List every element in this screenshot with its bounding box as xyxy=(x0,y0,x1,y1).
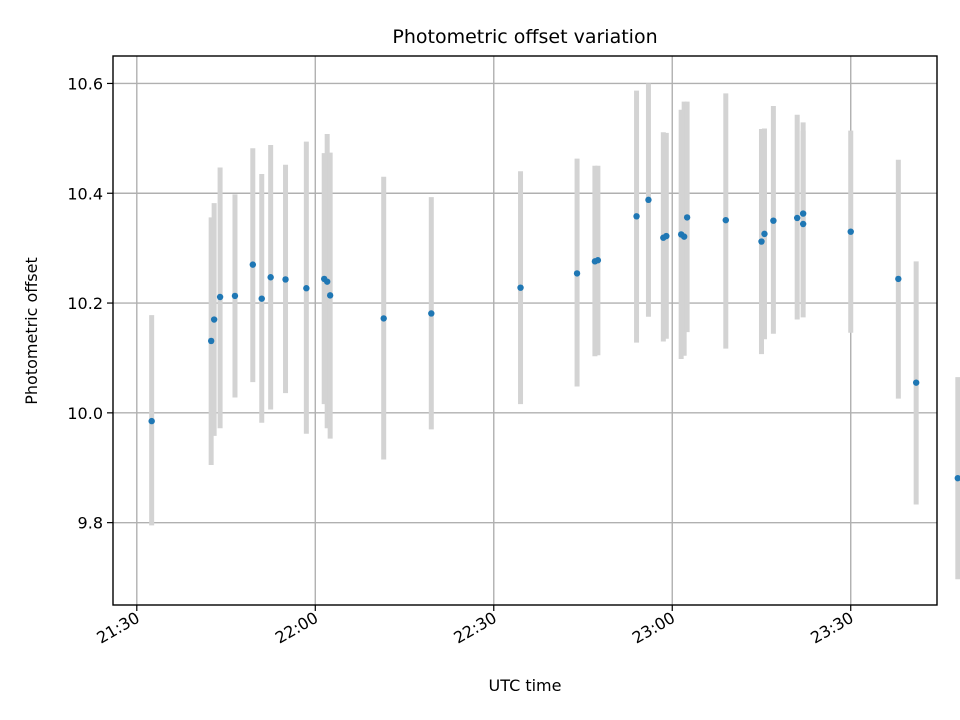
error-bars xyxy=(149,83,960,580)
data-point xyxy=(633,213,640,220)
data-point xyxy=(594,257,602,264)
data-point xyxy=(428,310,435,317)
data-point xyxy=(895,275,902,283)
data-point xyxy=(912,379,920,386)
data-point xyxy=(770,217,777,224)
y-tick-label: 10.2 xyxy=(67,294,103,313)
x-tick-label: 23:30 xyxy=(807,608,856,648)
data-point xyxy=(680,233,688,240)
plot-frame xyxy=(112,55,938,606)
y-axis-label: Photometric offset xyxy=(22,257,41,405)
data-point xyxy=(216,293,224,301)
x-tick-label: 23:00 xyxy=(629,608,678,648)
y-tick-label: 10.0 xyxy=(67,404,103,423)
data-point xyxy=(793,214,801,222)
data-point xyxy=(663,232,670,240)
x-tick-label: 22:30 xyxy=(450,608,499,648)
data-point xyxy=(326,292,334,299)
data-point xyxy=(954,474,960,482)
data-point xyxy=(249,261,257,268)
data-point xyxy=(645,196,652,204)
data-point xyxy=(303,285,310,292)
data-point xyxy=(799,220,807,228)
data-point xyxy=(847,228,854,235)
y-tick-label: 10.6 xyxy=(67,74,103,93)
x-axis-label: UTC time xyxy=(489,676,562,695)
data-point xyxy=(282,276,289,283)
data-point xyxy=(148,417,155,425)
axis-ticks: 21:3022:0022:3023:0023:3000:0000:3001:00… xyxy=(67,74,856,648)
data-point xyxy=(323,278,331,285)
grid-lines xyxy=(113,56,937,605)
data-point xyxy=(210,316,218,323)
data-point xyxy=(573,270,581,277)
chart-title: Photometric offset variation xyxy=(392,26,657,48)
data-point xyxy=(231,292,239,300)
data-point xyxy=(380,315,387,322)
data-point xyxy=(799,210,807,217)
data-point xyxy=(761,230,768,238)
data-points xyxy=(148,196,960,482)
y-tick-label: 9.8 xyxy=(78,514,103,533)
x-tick-label: 21:30 xyxy=(93,608,142,648)
data-point xyxy=(207,337,215,345)
data-point xyxy=(517,284,524,291)
y-tick-label: 10.4 xyxy=(67,184,103,203)
x-tick-label: 22:00 xyxy=(272,608,321,648)
data-point xyxy=(722,216,729,224)
data-point xyxy=(267,274,274,281)
data-point xyxy=(258,295,265,302)
data-point xyxy=(758,238,765,245)
data-point xyxy=(683,214,691,221)
